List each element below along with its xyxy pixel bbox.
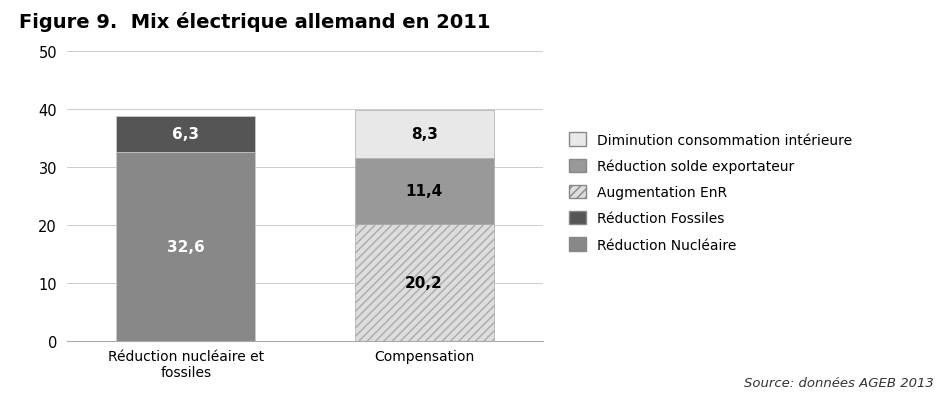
Text: 20,2: 20,2 [405,275,443,290]
Bar [354,158,493,224]
Bar [354,110,493,158]
Text: Source: données AGEB 2013: Source: données AGEB 2013 [744,376,933,389]
Text: 32,6: 32,6 [167,239,205,254]
Text: 11,4: 11,4 [405,184,443,199]
Bar [116,153,255,341]
Text: 6,3: 6,3 [172,127,199,142]
Text: 8,3: 8,3 [410,127,437,142]
Text: Figure 9.  Mix électrique allemand en 2011: Figure 9. Mix électrique allemand en 201… [19,12,490,32]
Legend: Diminution consommation intérieure, Réduction solde exportateur, Augmentation En: Diminution consommation intérieure, Rédu… [568,133,851,252]
Bar [116,116,255,153]
Bar [354,224,493,341]
